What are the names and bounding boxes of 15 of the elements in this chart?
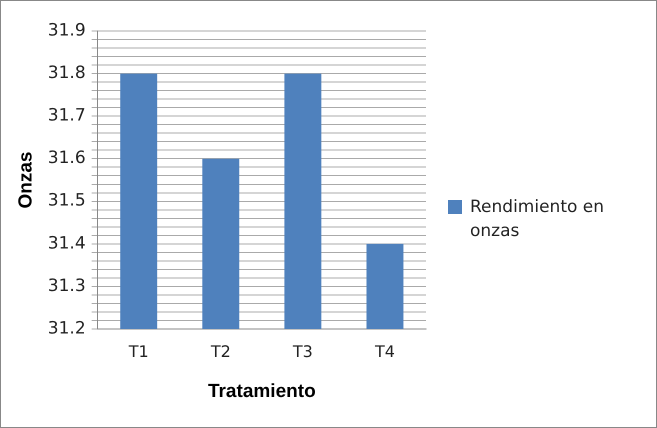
y-tick-label: 31.9 xyxy=(48,20,86,40)
x-tick-label: T4 xyxy=(374,342,395,361)
y-tick-label: 31.5 xyxy=(48,190,86,211)
legend-label: Rendimiento en onzas xyxy=(470,196,606,243)
x-tick-label: T2 xyxy=(210,342,231,361)
x-tick-label: T1 xyxy=(128,342,149,361)
x-tick-label: T3 xyxy=(292,342,313,361)
y-axis-title: Onzas xyxy=(16,151,37,209)
x-axis-title: Tratamiento xyxy=(208,380,316,402)
y-tick-label: 31.8 xyxy=(48,62,86,83)
y-tick-label: 31.2 xyxy=(48,318,86,338)
y-tick-label: 31.3 xyxy=(48,276,86,296)
y-tick-label: 31.4 xyxy=(48,233,86,254)
y-tick-label: 31.6 xyxy=(48,148,86,168)
y-tick-label: 31.7 xyxy=(48,106,86,126)
